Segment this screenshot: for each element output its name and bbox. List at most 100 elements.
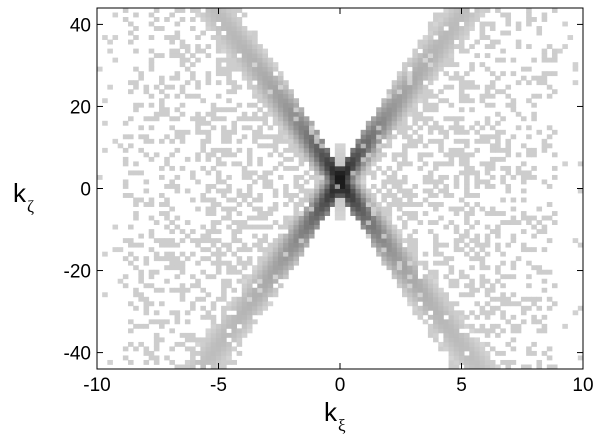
heatmap-cell bbox=[469, 346, 475, 352]
heatmap-cell bbox=[541, 53, 548, 59]
heatmap-cell bbox=[515, 26, 522, 31]
heatmap-cell bbox=[417, 292, 424, 298]
heatmap-cell bbox=[200, 346, 206, 352]
heatmap-cell bbox=[371, 147, 377, 153]
heatmap-cell bbox=[215, 202, 222, 207]
heatmap-cell bbox=[510, 57, 517, 63]
heatmap-cell bbox=[458, 12, 465, 18]
heatmap-cell bbox=[241, 310, 248, 316]
heatmap-cell bbox=[412, 66, 418, 72]
heatmap-cell bbox=[210, 152, 217, 158]
heatmap-cell bbox=[422, 278, 429, 284]
heatmap-cell bbox=[438, 125, 444, 131]
heatmap-cell bbox=[391, 224, 398, 230]
heatmap-cell bbox=[128, 224, 134, 230]
heatmap-cell bbox=[236, 247, 243, 253]
heatmap-cell bbox=[174, 341, 181, 347]
heatmap-cell bbox=[246, 183, 253, 189]
heatmap-cell bbox=[422, 260, 429, 266]
heatmap-cell bbox=[376, 138, 382, 144]
heatmap-cell bbox=[314, 183, 320, 189]
heatmap-cell bbox=[241, 66, 248, 72]
heatmap-cell bbox=[102, 35, 108, 40]
heatmap-cell bbox=[314, 152, 320, 158]
heatmap-cell bbox=[257, 193, 263, 198]
heatmap-cell bbox=[510, 197, 517, 203]
heatmap-cell bbox=[407, 197, 413, 203]
heatmap-cell bbox=[179, 292, 186, 298]
heatmap-cell bbox=[262, 98, 269, 104]
heatmap-cell bbox=[236, 188, 243, 194]
heatmap-cell bbox=[489, 310, 496, 316]
heatmap-cell bbox=[381, 98, 387, 104]
heatmap-cell bbox=[531, 314, 537, 320]
heatmap-cell bbox=[531, 75, 537, 81]
heatmap-cell bbox=[458, 89, 465, 95]
heatmap-cell bbox=[303, 129, 310, 135]
heatmap-cell bbox=[396, 161, 403, 167]
heatmap-cell bbox=[138, 242, 144, 248]
heatmap-cell bbox=[448, 341, 455, 347]
heatmap-cell bbox=[308, 129, 315, 135]
heatmap-cell bbox=[283, 247, 289, 253]
heatmap-cell bbox=[277, 98, 284, 104]
heatmap-cell bbox=[252, 310, 258, 316]
heatmap-cell bbox=[283, 116, 289, 122]
heatmap-cell bbox=[464, 242, 470, 248]
heatmap-cell bbox=[257, 296, 263, 302]
heatmap-cell bbox=[283, 102, 289, 108]
heatmap-cell bbox=[252, 30, 258, 36]
heatmap-cell bbox=[381, 197, 387, 203]
heatmap-cell bbox=[510, 71, 517, 77]
heatmap-cell bbox=[169, 48, 175, 54]
heatmap-cell bbox=[138, 323, 144, 329]
heatmap-cell bbox=[179, 269, 186, 275]
heatmap-cell bbox=[371, 206, 377, 212]
heatmap-cell bbox=[236, 21, 243, 27]
heatmap-cell bbox=[246, 156, 253, 162]
heatmap-cell bbox=[272, 147, 279, 153]
heatmap-cell bbox=[474, 120, 480, 126]
heatmap-cell bbox=[324, 197, 331, 203]
heatmap-cell bbox=[443, 48, 449, 54]
heatmap-cell bbox=[319, 147, 325, 153]
heatmap-cell bbox=[221, 21, 227, 27]
heatmap-cell bbox=[407, 84, 413, 90]
heatmap-cell bbox=[464, 355, 470, 361]
heatmap-cell bbox=[422, 292, 429, 298]
heatmap-cell bbox=[396, 269, 403, 275]
heatmap-cell bbox=[371, 238, 377, 244]
heatmap-cell bbox=[391, 111, 398, 117]
heatmap-cell bbox=[252, 66, 258, 72]
heatmap-cell bbox=[148, 156, 155, 162]
heatmap-cell bbox=[365, 120, 372, 126]
heatmap-cell bbox=[427, 125, 434, 131]
heatmap-cell bbox=[489, 44, 496, 50]
heatmap-cell bbox=[195, 341, 201, 347]
heatmap-cell bbox=[412, 84, 418, 90]
heatmap-cell bbox=[190, 350, 196, 356]
heatmap-cell bbox=[117, 278, 124, 284]
heatmap-cell bbox=[231, 62, 237, 68]
heatmap-cell bbox=[159, 287, 165, 293]
heatmap-cell bbox=[520, 319, 527, 325]
heatmap-cell bbox=[210, 260, 217, 266]
heatmap-cell bbox=[376, 152, 382, 158]
heatmap-cell bbox=[252, 134, 258, 140]
heatmap-cell bbox=[531, 215, 537, 221]
heatmap-cell bbox=[386, 233, 393, 239]
heatmap-cell bbox=[195, 44, 201, 50]
heatmap-cell bbox=[386, 211, 393, 216]
heatmap-cell bbox=[179, 57, 186, 63]
heatmap-cell bbox=[159, 89, 165, 95]
heatmap-cell bbox=[215, 247, 222, 253]
heatmap-cell bbox=[174, 107, 181, 113]
heatmap-cell bbox=[122, 179, 129, 185]
heatmap-cell bbox=[453, 44, 460, 50]
heatmap-cell bbox=[128, 170, 134, 176]
heatmap-cell bbox=[148, 138, 155, 144]
heatmap-cell bbox=[495, 211, 501, 216]
heatmap-cell bbox=[520, 66, 527, 72]
heatmap-cell bbox=[407, 62, 413, 68]
heatmap-cell bbox=[215, 107, 222, 113]
